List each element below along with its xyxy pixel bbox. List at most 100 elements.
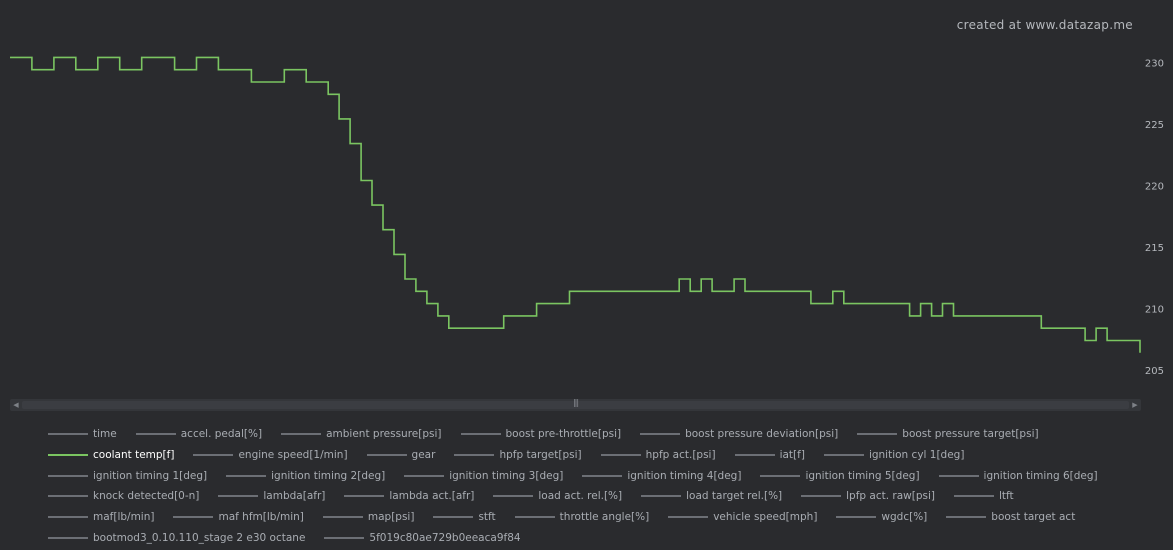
- legend-item[interactable]: engine speed[1/min]: [193, 445, 348, 466]
- legend-item[interactable]: ignition timing 5[deg]: [760, 465, 920, 486]
- legend-label: boost target act: [991, 511, 1076, 524]
- legend-item[interactable]: hpfp act.[psi]: [600, 445, 716, 466]
- legend-item[interactable]: load target rel.[%]: [641, 486, 782, 507]
- legend-swatch-icon: [493, 495, 534, 498]
- legend-swatch-icon: [226, 474, 267, 477]
- legend-swatch-icon: [668, 516, 709, 519]
- legend-label: ignition timing 1[deg]: [93, 469, 208, 482]
- legend-item[interactable]: time: [48, 424, 117, 445]
- legend-swatch-icon: [760, 474, 801, 477]
- legend-item[interactable]: vehicle speed[mph]: [668, 507, 817, 528]
- legend-swatch-icon: [823, 454, 864, 457]
- legend-swatch-icon: [48, 433, 88, 436]
- legend-label: throttle angle[%]: [559, 511, 650, 524]
- scrollbar-thumb[interactable]: |||: [22, 398, 1129, 409]
- series-line-coolant-temp: [10, 56, 1141, 353]
- legend-label: hpfp act.[psi]: [645, 449, 716, 462]
- scroll-left-arrow-icon[interactable]: ◀: [13, 401, 19, 409]
- legend-swatch-icon: [173, 516, 214, 519]
- legend-label: ltft: [999, 490, 1014, 503]
- scroll-right-arrow-icon[interactable]: ▶: [1132, 401, 1138, 409]
- legend-swatch-icon: [734, 454, 775, 457]
- legend-label: ignition timing 4[deg]: [627, 469, 742, 482]
- legend-label: engine speed[1/min]: [238, 449, 348, 462]
- legend-item[interactable]: ignition timing 2[deg]: [226, 465, 385, 486]
- legend-label: load act. rel.[%]: [538, 490, 623, 503]
- legend-label: bootmod3_0.10.110_stage 2 e30 octane: [93, 531, 306, 544]
- legend-label: ambient pressure[psi]: [326, 428, 442, 441]
- legend-item[interactable]: boost pre-throttle[psi]: [460, 424, 621, 445]
- legend-item[interactable]: throttle angle[%]: [514, 507, 650, 528]
- legend-label: ignition cyl 1[deg]: [868, 449, 965, 462]
- legend-item[interactable]: knock detected[0-n]: [48, 486, 199, 507]
- legend-label: vehicle speed[mph]: [713, 511, 818, 524]
- legend-label: load target rel.[%]: [686, 490, 783, 503]
- legend-swatch-icon: [218, 495, 259, 498]
- chart-legend: time accel. pedal[%] ambient pressure[psi]…: [48, 424, 1158, 548]
- legend-item[interactable]: boost pressure target[psi]: [857, 424, 1039, 445]
- legend-swatch-icon: [836, 516, 877, 519]
- legend-item[interactable]: wgdc[%]: [836, 507, 927, 528]
- legend-label: stft: [478, 511, 496, 524]
- legend-label: ignition timing 3[deg]: [449, 469, 564, 482]
- legend-label: map[psi]: [367, 511, 415, 524]
- legend-swatch-icon: [454, 454, 495, 457]
- legend-item[interactable]: coolant temp[f]: [48, 445, 174, 466]
- legend-swatch-icon: [281, 433, 322, 436]
- legend-item[interactable]: lambda[afr]: [218, 486, 325, 507]
- legend-item[interactable]: ignition cyl 1[deg]: [823, 445, 965, 466]
- legend-item[interactable]: ambient pressure[psi]: [281, 424, 442, 445]
- chart-scrollbar[interactable]: ◀ ||| ▶: [10, 398, 1141, 411]
- legend-item[interactable]: 5f019c80ae729b0eeaca9f84: [324, 527, 521, 548]
- legend-swatch-icon: [324, 536, 365, 539]
- legend-label: ignition timing 6[deg]: [983, 469, 1098, 482]
- legend-item[interactable]: ignition timing 4[deg]: [582, 465, 741, 486]
- legend-swatch-icon: [857, 433, 898, 436]
- legend-label: boost pressure deviation[psi]: [685, 428, 839, 441]
- legend-item[interactable]: boost pressure deviation[psi]: [640, 424, 838, 445]
- legend-item[interactable]: maf hfm[lb/min]: [173, 507, 304, 528]
- legend-item[interactable]: bootmod3_0.10.110_stage 2 e30 octane: [48, 527, 305, 548]
- legend-swatch-icon: [514, 516, 555, 519]
- legend-swatch-icon: [640, 433, 681, 436]
- legend-item[interactable]: maf[lb/min]: [48, 507, 154, 528]
- legend-label: accel. pedal[%]: [180, 428, 263, 441]
- legend-item[interactable]: gear: [366, 445, 436, 466]
- legend-swatch-icon: [600, 454, 641, 457]
- legend-swatch-icon: [135, 433, 176, 436]
- legend-item[interactable]: boost target act: [946, 507, 1075, 528]
- legend-label: maf hfm[lb/min]: [218, 511, 304, 524]
- legend-item[interactable]: lambda act.[afr]: [344, 486, 474, 507]
- legend-item[interactable]: hpfp target[psi]: [454, 445, 582, 466]
- legend-swatch-icon: [460, 433, 501, 436]
- legend-label: lambda[afr]: [263, 490, 326, 503]
- legend-item[interactable]: ignition timing 3[deg]: [404, 465, 563, 486]
- legend-item[interactable]: load act. rel.[%]: [493, 486, 622, 507]
- legend-item[interactable]: iat[f]: [734, 445, 805, 466]
- legend-label: gear: [411, 449, 436, 462]
- legend-swatch-icon: [344, 495, 385, 498]
- legend-swatch-icon: [48, 516, 88, 519]
- legend-swatch-icon: [954, 495, 995, 498]
- legend-swatch-icon: [193, 454, 234, 457]
- legend-label: knock detected[0-n]: [93, 490, 200, 503]
- legend-label: iat[f]: [779, 449, 805, 462]
- legend-item[interactable]: ignition timing 6[deg]: [938, 465, 1098, 486]
- legend-item[interactable]: accel. pedal[%]: [135, 424, 263, 445]
- y-tick-label: 205: [1145, 366, 1164, 377]
- legend-item[interactable]: ignition timing 1[deg]: [48, 465, 207, 486]
- legend-swatch-icon: [322, 516, 363, 519]
- y-tick-label: 210: [1145, 305, 1164, 316]
- legend-label: lambda act.[afr]: [389, 490, 475, 503]
- legend-swatch-icon: [48, 495, 88, 498]
- y-tick-label: 230: [1145, 58, 1164, 69]
- legend-label: boost pressure target[psi]: [902, 428, 1039, 441]
- legend-label: maf[lb/min]: [93, 511, 155, 524]
- legend-label: wgdc[%]: [881, 511, 928, 524]
- legend-item[interactable]: map[psi]: [322, 507, 415, 528]
- legend-swatch-icon: [938, 474, 979, 477]
- legend-item[interactable]: lpfp act. raw[psi]: [801, 486, 935, 507]
- legend-item[interactable]: ltft: [954, 486, 1014, 507]
- legend-item[interactable]: stft: [433, 507, 496, 528]
- y-tick-label: 220: [1145, 181, 1164, 192]
